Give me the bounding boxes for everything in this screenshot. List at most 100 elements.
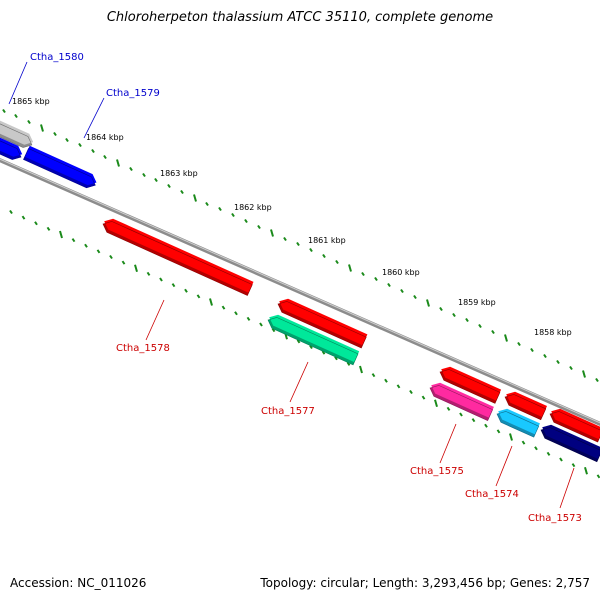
tick-mark [571, 463, 576, 468]
gene-leader-line [289, 361, 309, 403]
gene-arrow-outline-g1580b [0, 140, 22, 160]
gene-arrow-outline-g1573 [540, 427, 600, 463]
tick-mark [146, 271, 151, 276]
tick-mark [21, 215, 26, 220]
tick-mark [465, 317, 469, 323]
gene-label: Ctha_1578 [116, 343, 170, 354]
tick-mark [71, 238, 76, 243]
tick-mark [296, 241, 300, 247]
tick-mark [246, 316, 251, 321]
tick-mark [180, 189, 184, 195]
tick-mark [384, 378, 388, 383]
tick-mark [270, 229, 274, 237]
tick-mark [478, 323, 482, 329]
gene-leader-line [83, 97, 105, 139]
tick-mark [421, 395, 426, 400]
tick-mark [65, 137, 69, 143]
tick-mark [271, 328, 276, 333]
tick-mark [40, 124, 44, 132]
scale-label: 1861 kbp [308, 236, 346, 245]
tick-mark [296, 339, 301, 344]
gene-label: Ctha_1573 [528, 513, 582, 524]
gene-arrow-outline-g1578 [102, 221, 253, 296]
tick-mark [91, 148, 95, 154]
tick-mark [569, 365, 573, 371]
scale-label: 1863 kbp [160, 169, 198, 178]
gene-arrow-g1579 [24, 145, 97, 186]
tick-mark [218, 206, 222, 212]
tick-mark [96, 249, 101, 254]
scale-label: 1864 kbp [86, 133, 124, 142]
tick-mark [184, 288, 188, 293]
tick-mark [471, 418, 476, 423]
tick-mark [78, 142, 82, 148]
tick-mark [109, 254, 113, 260]
gene-arrow-outline-g1575b [504, 394, 547, 421]
tick-mark [371, 373, 376, 378]
tick-mark [205, 201, 209, 207]
tick-mark [559, 457, 563, 462]
tick-mark [154, 177, 158, 183]
gene-arrow-g1580b [0, 137, 23, 157]
gene-arrow-g1573b [551, 408, 600, 440]
scale-label: 1862 kbp [234, 203, 272, 212]
tick-mark [142, 172, 146, 178]
tick-mark [348, 264, 352, 272]
tick-mark [309, 247, 313, 253]
gene-label: Ctha_1575 [410, 466, 464, 477]
tick-mark [387, 282, 391, 288]
tick-mark [517, 341, 521, 347]
gene-arrow-g1578b [279, 298, 368, 346]
tick-mark [116, 159, 120, 167]
gene-arrow-outline-g1576 [439, 369, 501, 404]
tick-mark [196, 294, 201, 299]
gene-label: Ctha_1577 [261, 406, 315, 417]
tick-mark [413, 294, 417, 300]
tick-mark [257, 224, 261, 230]
tick-mark [596, 474, 600, 479]
tick-mark [346, 361, 351, 366]
tick-mark [434, 399, 438, 408]
tick-mark [335, 259, 339, 265]
gene-arrow-g1575 [431, 382, 494, 418]
tick-mark [426, 299, 430, 307]
gene-label: Ctha_1579 [106, 88, 160, 99]
genome-backbone [0, 158, 600, 426]
gene-arrow-outline-g1577 [267, 317, 359, 366]
tick-mark [334, 356, 338, 361]
gene-arrow-g1575b [506, 391, 547, 417]
tick-mark [452, 312, 456, 318]
tick-mark [234, 311, 238, 316]
tick-mark [409, 389, 413, 395]
gene-arrow-g1573 [542, 424, 600, 459]
tick-mark [103, 154, 107, 160]
gene-arrow-outline-g1580 [0, 123, 33, 148]
gene-arrow-g1578 [104, 218, 254, 293]
tick-mark [59, 230, 63, 239]
genome-summary-label: Topology: circular; Length: 3,293,456 bp… [260, 576, 590, 590]
gene-arrow-outline-g1579 [23, 148, 96, 189]
tick-mark [491, 329, 495, 335]
tick-mark [283, 236, 287, 242]
tick-mark [446, 406, 451, 411]
tick-mark [584, 466, 588, 475]
scale-label: 1865 kbp [12, 97, 50, 106]
tick-mark [439, 306, 443, 312]
gene-label: Ctha_1580 [30, 52, 84, 63]
tick-mark [209, 298, 213, 306]
accession-label: Accession: NC_011026 [10, 576, 147, 590]
gene-leader-line [559, 467, 575, 509]
tick-mark [134, 264, 138, 273]
tick-mark [34, 221, 38, 226]
tick-mark [459, 412, 463, 417]
gene-leader-line [439, 423, 457, 464]
gene-arrow-outline-g1574 [496, 411, 540, 438]
tick-mark [27, 119, 31, 125]
tick-mark [530, 347, 534, 353]
tick-mark [534, 446, 538, 451]
gene-label: Ctha_1574 [465, 489, 519, 500]
gene-arrow-g1580 [0, 120, 34, 145]
gene-leader-line [145, 299, 165, 341]
tick-mark [546, 451, 551, 456]
